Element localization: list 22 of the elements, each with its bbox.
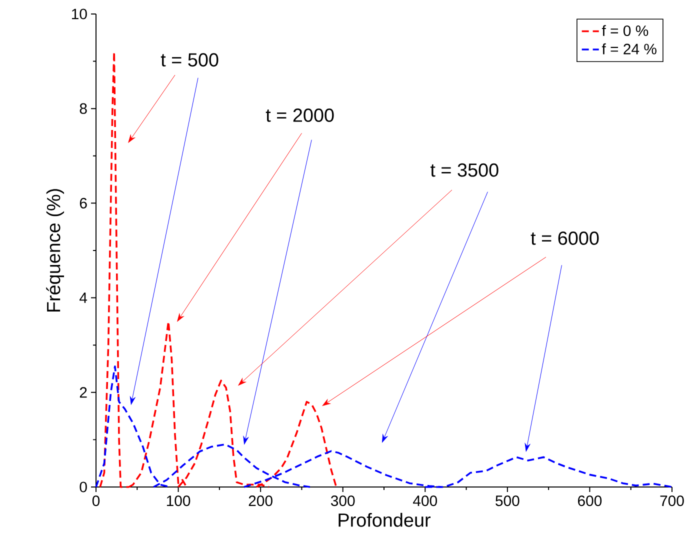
y-tick-label: 6: [80, 198, 87, 208]
x-tick-label: 500: [496, 496, 520, 506]
x-tick-label: 600: [578, 496, 602, 506]
y-tick-label: 10: [72, 8, 87, 20]
x-tick-label: 200: [248, 496, 272, 506]
x-tick-label: 0: [92, 496, 100, 506]
annotation: t = 6000: [530, 231, 599, 245]
y-tick-label: 2: [80, 387, 87, 398]
y-tick-label: 4: [80, 292, 88, 303]
y-tick-label: 8: [80, 103, 87, 114]
x-axis-title: Profondeur: [338, 512, 430, 527]
x-tick-label: 700: [660, 496, 684, 506]
annotation: t = 3500: [430, 163, 498, 177]
annotation: t = 2000: [266, 108, 334, 122]
x-tick-label: 400: [413, 496, 438, 506]
legend-label: f = 24 %: [602, 43, 656, 54]
y-axis-title: Fréquence (%): [46, 189, 64, 312]
y-tick-label: 0: [80, 482, 87, 492]
legend-label: f = 0 %: [602, 25, 648, 36]
x-tick-label: 300: [330, 496, 355, 506]
x-tick-label: 100: [166, 496, 190, 506]
annotation: t = 500: [160, 53, 218, 67]
